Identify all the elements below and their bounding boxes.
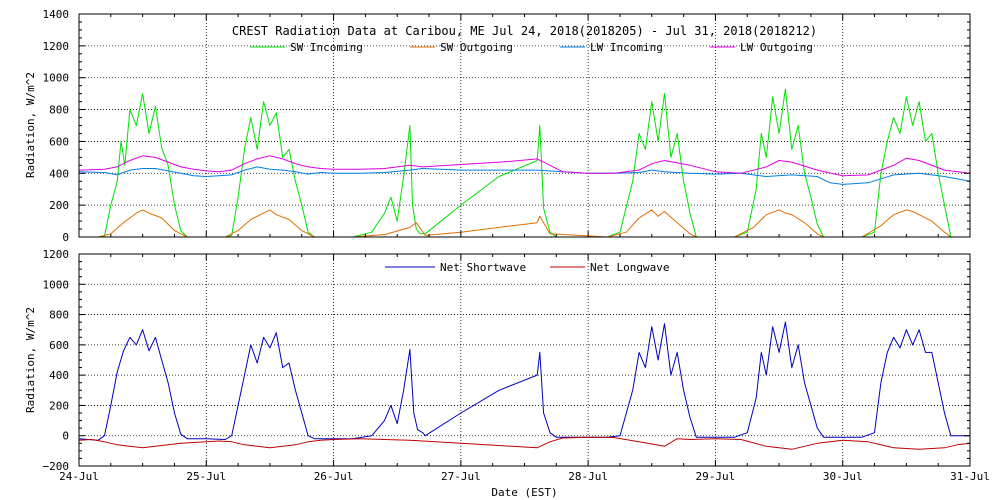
- y-tick-label: 0: [62, 430, 69, 443]
- top-panel-sw-lw: 0 200 400 600 800 1000 1200 1400 Radiation, W/m^…: [24, 8, 971, 244]
- y-tick-label: 1000: [43, 72, 70, 85]
- x-tick-label: 28-Jul: [568, 470, 608, 483]
- y-tick-label: 800: [49, 309, 69, 322]
- series-line-net-shortwave: [78, 321, 970, 441]
- series-line-lw-outgoing: [78, 155, 971, 177]
- x-tick-label: 27-Jul: [441, 470, 481, 483]
- plot-frame: [78, 253, 971, 467]
- legend-label: Net Shortwave: [440, 261, 526, 274]
- y-tick-label: 0: [62, 231, 69, 244]
- x-tick-label: 24-Jul: [59, 470, 99, 483]
- y-tick-label: 400: [49, 369, 69, 382]
- y-tick-label: 600: [49, 339, 69, 352]
- y-tick-label: 1400: [43, 8, 70, 21]
- y-tick-label: −200: [43, 460, 70, 473]
- y-tick-label: 400: [49, 167, 69, 180]
- y-tick-label: 600: [49, 135, 69, 148]
- plot-frame: [78, 13, 971, 238]
- y-tick-label: 800: [49, 104, 69, 117]
- series-line-net-longwave: [78, 436, 971, 450]
- chart-title: CREST Radiation Data at Caribou, ME Jul …: [232, 24, 817, 38]
- x-tick-label: 29-Jul: [696, 470, 736, 483]
- x-tick-label: 30-Jul: [823, 470, 863, 483]
- y-tick-label: 1200: [43, 40, 70, 53]
- y-tick-label: 1000: [43, 278, 70, 291]
- x-tick-label: 26-Jul: [314, 470, 354, 483]
- bottom-panel-net: −200 0 200 400 600 800 1000 1200 24-Jul 25-Jul 26-…: [24, 248, 990, 499]
- y-axis-label: Radiation, W/m^2: [24, 307, 37, 413]
- series-line-sw-outgoing: [97, 209, 952, 238]
- legend-label: SW Outgoing: [440, 41, 513, 54]
- x-tick-label: 25-Jul: [186, 470, 226, 483]
- x-axis-label: Date (EST): [491, 486, 557, 499]
- y-tick-label: 200: [49, 399, 69, 412]
- y-axis-label: Radiation, W/m^2: [24, 72, 37, 178]
- series-line-lw-incoming: [78, 166, 971, 185]
- x-tick-label: 31-Jul: [950, 470, 990, 483]
- y-tick-label: 1200: [43, 248, 70, 261]
- legend-label: SW Incoming: [290, 41, 363, 54]
- legend-label: LW Outgoing: [740, 41, 813, 54]
- series-line-sw-incoming: [98, 88, 952, 238]
- legend-label: LW Incoming: [590, 41, 663, 54]
- y-tick-label: 200: [49, 199, 69, 212]
- legend-label: Net Longwave: [590, 261, 669, 274]
